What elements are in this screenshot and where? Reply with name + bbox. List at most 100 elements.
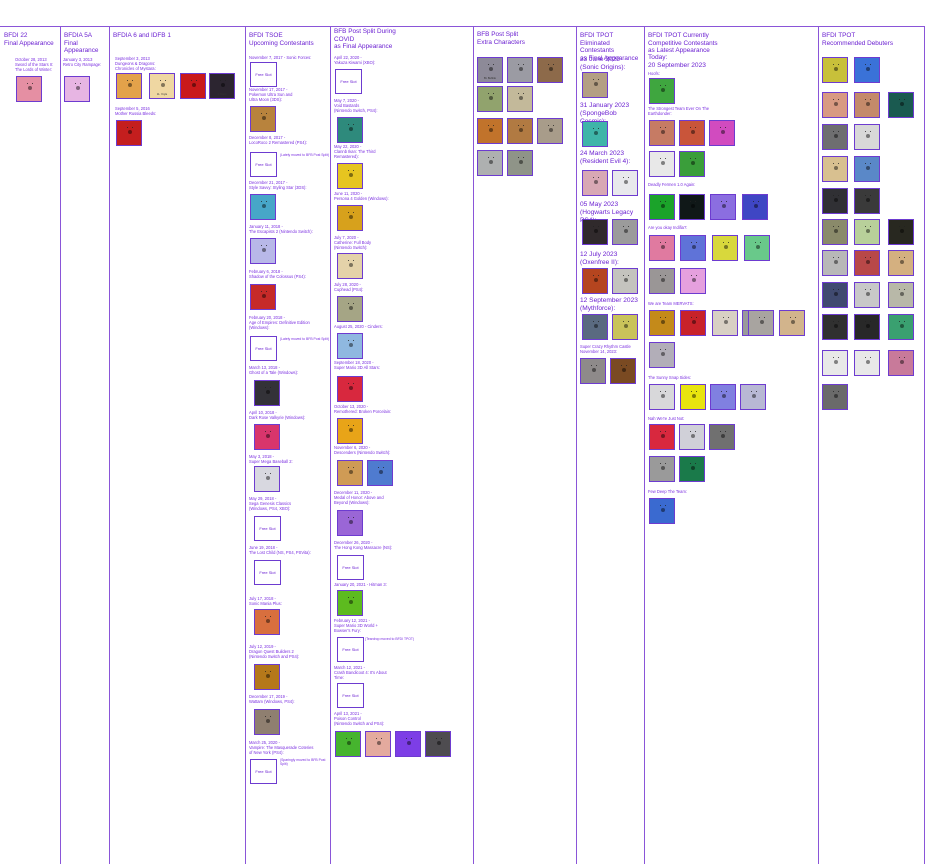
character-tile[interactable] <box>582 121 608 147</box>
character-tile[interactable] <box>888 282 914 308</box>
character-tile[interactable] <box>250 238 276 264</box>
character-tile[interactable] <box>582 219 608 245</box>
character-tile[interactable] <box>337 510 363 536</box>
character-tile[interactable] <box>580 358 606 384</box>
character-tile[interactable] <box>582 314 608 340</box>
character-tile[interactable] <box>649 151 675 177</box>
character-tile[interactable] <box>709 120 735 146</box>
character-tile[interactable] <box>254 466 280 492</box>
character-tile[interactable] <box>822 92 848 118</box>
character-tile[interactable] <box>679 424 705 450</box>
character-tile[interactable] <box>477 86 503 112</box>
character-tile[interactable] <box>679 456 705 482</box>
character-tile[interactable] <box>649 342 675 368</box>
character-tile[interactable] <box>822 282 848 308</box>
character-tile[interactable] <box>116 73 142 99</box>
character-tile[interactable] <box>365 731 391 757</box>
character-tile[interactable] <box>337 460 363 486</box>
character-tile[interactable] <box>854 350 880 376</box>
character-tile[interactable] <box>477 118 503 144</box>
character-tile[interactable] <box>822 188 848 214</box>
free-slot[interactable]: Free Slot <box>250 336 277 361</box>
free-slot[interactable]: Free Slot <box>250 62 277 87</box>
free-slot[interactable]: Free Slot <box>254 560 281 585</box>
character-tile[interactable] <box>507 57 533 83</box>
character-tile[interactable] <box>337 590 363 616</box>
character-tile[interactable] <box>337 253 363 279</box>
character-tile[interactable] <box>649 424 675 450</box>
character-tile[interactable] <box>888 350 914 376</box>
character-tile[interactable] <box>712 310 738 336</box>
character-tile[interactable] <box>612 268 638 294</box>
character-tile[interactable] <box>582 170 608 196</box>
character-tile[interactable] <box>649 235 675 261</box>
character-tile[interactable] <box>740 384 766 410</box>
character-tile[interactable] <box>710 194 736 220</box>
character-tile[interactable] <box>709 424 735 450</box>
character-tile[interactable] <box>854 124 880 150</box>
character-tile[interactable] <box>367 460 393 486</box>
character-tile[interactable] <box>507 86 533 112</box>
character-tile[interactable] <box>395 731 421 757</box>
character-tile[interactable] <box>822 219 848 245</box>
character-tile[interactable] <box>612 219 638 245</box>
character-tile[interactable] <box>477 150 503 176</box>
free-slot[interactable]: Free Slot <box>254 516 281 541</box>
character-tile[interactable] <box>888 219 914 245</box>
character-tile[interactable] <box>748 310 774 336</box>
character-tile[interactable] <box>254 664 280 690</box>
character-tile[interactable] <box>180 73 206 99</box>
character-tile[interactable]: 11. Yoyle <box>149 73 175 99</box>
character-tile[interactable] <box>337 117 363 143</box>
free-slot[interactable]: Free Slot <box>335 69 362 94</box>
character-tile[interactable] <box>649 120 675 146</box>
character-tile[interactable]: 1. Black <box>209 73 235 99</box>
character-tile[interactable] <box>854 92 880 118</box>
character-tile[interactable] <box>610 358 636 384</box>
character-tile[interactable] <box>710 384 736 410</box>
character-tile[interactable] <box>649 384 675 410</box>
character-tile[interactable] <box>680 268 706 294</box>
character-tile[interactable] <box>854 250 880 276</box>
character-tile[interactable] <box>822 314 848 340</box>
character-tile[interactable] <box>680 235 706 261</box>
character-tile[interactable] <box>888 314 914 340</box>
character-tile[interactable] <box>854 156 880 182</box>
character-tile[interactable] <box>507 150 533 176</box>
character-tile[interactable] <box>337 376 363 402</box>
free-slot[interactable]: Free Slot <box>337 683 364 708</box>
character-tile[interactable] <box>337 296 363 322</box>
character-tile[interactable] <box>335 731 361 757</box>
character-tile[interactable] <box>679 151 705 177</box>
character-tile[interactable] <box>425 731 451 757</box>
character-tile[interactable] <box>649 498 675 524</box>
character-tile[interactable] <box>507 118 533 144</box>
character-tile[interactable] <box>254 424 280 450</box>
character-tile[interactable] <box>254 380 280 406</box>
character-tile[interactable] <box>742 194 768 220</box>
character-tile[interactable] <box>337 418 363 444</box>
character-tile[interactable] <box>337 333 363 359</box>
character-tile[interactable] <box>679 194 705 220</box>
character-tile[interactable] <box>116 120 142 146</box>
character-tile[interactable] <box>854 314 880 340</box>
character-tile[interactable] <box>582 72 608 98</box>
character-tile[interactable] <box>744 235 770 261</box>
character-tile[interactable] <box>582 268 608 294</box>
free-slot[interactable]: Free Slot <box>337 555 364 580</box>
character-tile[interactable] <box>250 106 276 132</box>
character-tile[interactable] <box>854 188 880 214</box>
character-tile[interactable] <box>16 76 42 102</box>
character-tile[interactable] <box>822 384 848 410</box>
character-tile[interactable] <box>649 78 675 104</box>
character-tile[interactable] <box>612 170 638 196</box>
character-tile[interactable] <box>337 163 363 189</box>
character-tile[interactable] <box>612 314 638 340</box>
free-slot[interactable]: Free Slot <box>250 759 277 784</box>
character-tile[interactable] <box>649 194 675 220</box>
character-tile[interactable] <box>822 350 848 376</box>
character-tile[interactable] <box>537 118 563 144</box>
character-tile[interactable] <box>779 310 805 336</box>
character-tile[interactable] <box>254 709 280 735</box>
character-tile[interactable] <box>822 250 848 276</box>
